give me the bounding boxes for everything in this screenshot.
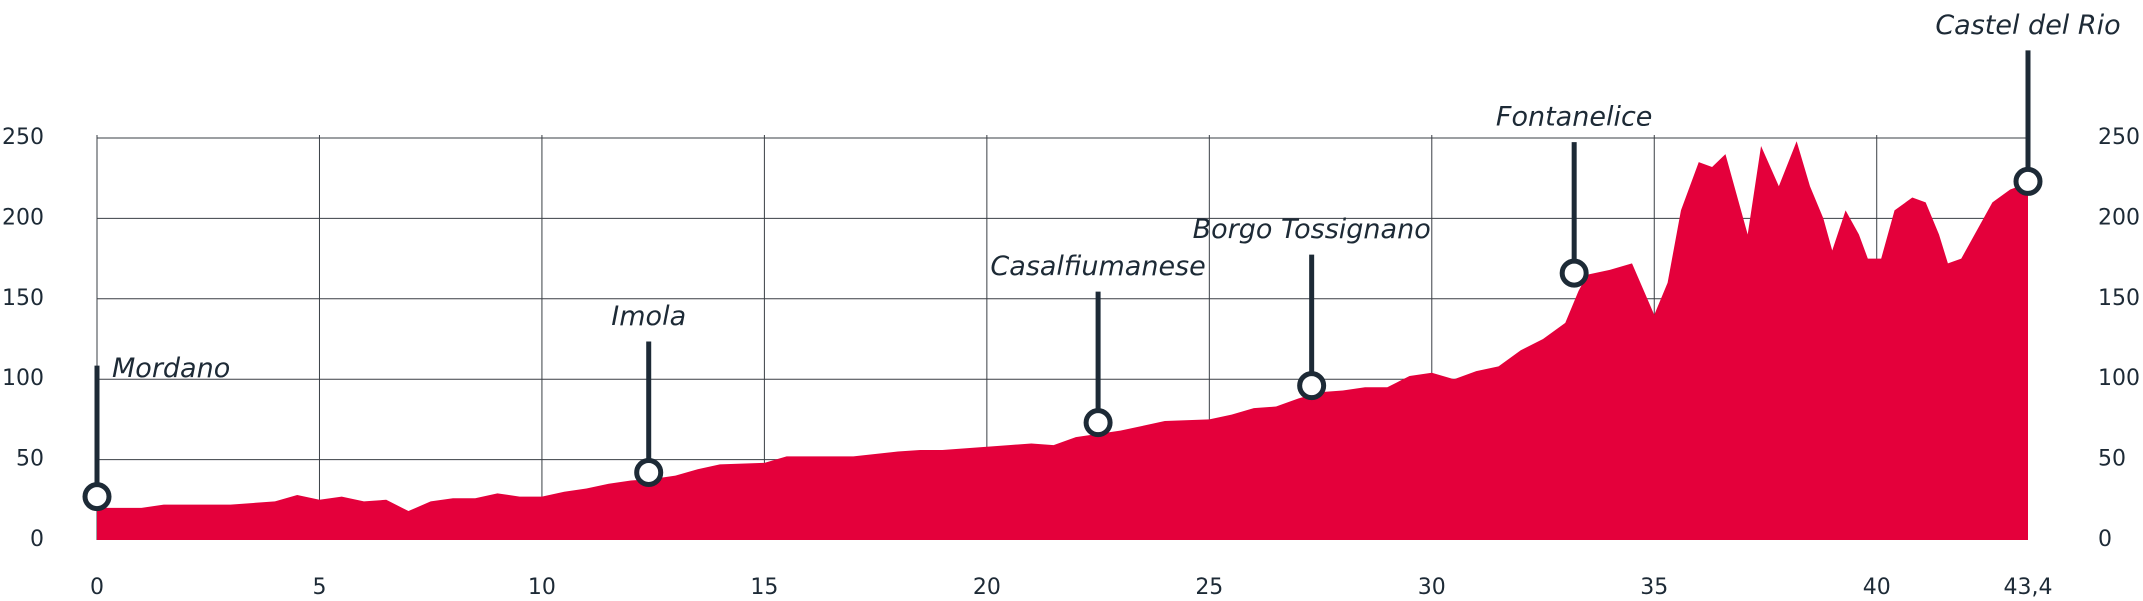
- town-marker: [82, 482, 112, 512]
- y-tick-label-right: 200: [2098, 205, 2140, 230]
- town-marker: [1297, 371, 1327, 401]
- y-tick-label: 150: [2, 286, 44, 311]
- y-tick-label-right: 250: [2098, 125, 2140, 150]
- town-label: Borgo Tossignano: [1193, 214, 1431, 245]
- town-marker: [1559, 258, 1589, 288]
- x-tick-label: 25: [1195, 575, 1223, 600]
- y-tick-label-right: 50: [2098, 447, 2126, 472]
- town-marker: [634, 457, 664, 487]
- x-tick-label: 43,4: [2004, 575, 2053, 600]
- town-label: Mordano: [112, 353, 230, 384]
- x-tick-label: 15: [750, 575, 778, 600]
- x-tick-label: 10: [528, 575, 556, 600]
- y-tick-label-right: 0: [2098, 527, 2112, 552]
- x-tick-label: 0: [90, 575, 104, 600]
- y-tick-label: 0: [30, 527, 44, 552]
- y-tick-label: 200: [2, 205, 44, 230]
- town-label: Castel del Rio: [1935, 10, 2120, 41]
- town-marker: [1083, 408, 1113, 438]
- elevation-area: [97, 141, 2028, 540]
- x-tick-label: 35: [1640, 575, 1668, 600]
- y-tick-label-right: 100: [2098, 366, 2140, 391]
- x-tick-label: 20: [973, 575, 1001, 600]
- y-tick-label-right: 150: [2098, 286, 2140, 311]
- town-label: Casalfiumanese: [990, 251, 1205, 282]
- town-label: Imola: [611, 301, 686, 332]
- town-label: Fontanelice: [1496, 102, 1652, 133]
- y-tick-label: 50: [16, 447, 44, 472]
- town-marker: [2013, 166, 2043, 196]
- y-tick-label: 100: [2, 366, 44, 391]
- y-tick-label: 250: [2, 125, 44, 150]
- x-tick-label: 30: [1418, 575, 1446, 600]
- x-tick-label: 40: [1863, 575, 1891, 600]
- x-tick-label: 5: [312, 575, 326, 600]
